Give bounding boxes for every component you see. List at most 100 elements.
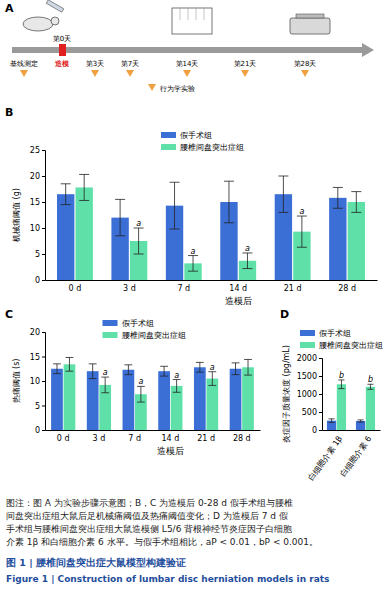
error-bar-stem <box>56 364 57 374</box>
plot-area <box>57 174 365 280</box>
modeling-label: 造模 <box>54 60 70 68</box>
x-tick: 14 d <box>229 280 247 293</box>
series <box>57 176 347 280</box>
bar <box>64 364 76 430</box>
error-bar-stem <box>356 192 357 213</box>
mesh-line <box>204 8 205 20</box>
significance-label: a <box>136 219 141 228</box>
tick-mark <box>42 381 45 382</box>
significance-label: a <box>299 207 304 216</box>
x-tick: 0 d <box>69 280 82 293</box>
legend-swatch <box>161 132 176 138</box>
error-bar-stem <box>105 377 106 393</box>
x-tick: 21 d <box>197 430 215 443</box>
error-bar-cap <box>357 422 363 423</box>
x-tick: 0 d <box>57 430 70 443</box>
error-bar <box>137 386 145 402</box>
plot-area <box>327 380 375 430</box>
y-axis-line <box>319 359 323 431</box>
error-bar-cap <box>208 385 216 386</box>
tick-mark <box>42 228 45 229</box>
plot-area <box>51 357 254 430</box>
error-bar-cap <box>137 402 145 403</box>
bar <box>57 194 74 280</box>
x-tick-label: 白细胞介素 6 <box>339 434 374 478</box>
bar <box>356 421 365 430</box>
y-tick-label: 5 <box>35 402 40 411</box>
error-bar-cap <box>351 191 361 192</box>
significance-label: a <box>138 377 143 386</box>
y-tick: 1500 <box>297 372 322 381</box>
x-tick-label: 21 d <box>284 284 302 293</box>
y-tick-label: 2000 <box>297 354 317 363</box>
legend-swatch <box>103 332 118 338</box>
error-bar-cap <box>328 422 334 423</box>
significance-label: a <box>103 368 108 377</box>
error-bar-cap <box>170 229 180 230</box>
x-tick: 白细胞介素 1β <box>307 430 345 483</box>
error-bar <box>124 365 132 375</box>
error-bar-cap <box>351 212 361 213</box>
error-bar-cap <box>196 372 204 373</box>
behavior-marker <box>301 70 309 77</box>
series <box>64 357 254 430</box>
y-tick-label: 10 <box>30 377 40 386</box>
y-tick: 20 <box>30 328 45 337</box>
mesh-stand-icon <box>172 8 212 34</box>
error-bar-cap <box>66 357 74 358</box>
error-bar <box>351 192 361 213</box>
y-axis-title: 热痛阈值 (s) <box>12 359 21 404</box>
caption-line: 图注：图 A 为实验步骤示意图；B，C 为造模后 0-28 d 假手术组与腰椎 <box>6 498 293 508</box>
error-bar-cap <box>278 176 288 177</box>
legend-swatch <box>300 342 315 348</box>
error-bar-cap <box>160 376 168 377</box>
y-axis: 0510152025 <box>30 146 46 285</box>
behavior-marker <box>241 70 249 77</box>
panel-1: aaaa051015200 d3 d7 d14 d21 d28 d造模后热痛阈值… <box>5 308 261 456</box>
error-bar-cap <box>367 389 373 390</box>
figure: A基线测定第0天第3天第7天第14天第21天第28天造模行为学实验aaaa051… <box>0 0 387 600</box>
hot-plate-top <box>296 14 324 18</box>
error-bar-cap <box>357 419 363 420</box>
bar <box>329 198 346 280</box>
error-bar-cap <box>89 363 97 364</box>
tick-mark <box>319 430 322 431</box>
x-tick: 28 d <box>338 280 356 293</box>
error-bar <box>224 181 234 223</box>
significance-label: b <box>368 375 373 384</box>
error-bar-stem <box>283 176 284 212</box>
error-bar-cap <box>224 222 234 223</box>
y-tick: 25 <box>30 146 45 155</box>
panel-label: A <box>5 2 14 15</box>
day-label: 第7天 <box>121 60 139 68</box>
tick-mark <box>42 406 45 407</box>
legend-label: 假手术组 <box>180 131 212 140</box>
caption-line: 介素 1β 和白细胞介素 6 水平。与假手术组相比，aP < 0.01，bP <… <box>6 537 318 547</box>
bar <box>337 384 346 430</box>
x-tick-label: 28 d <box>338 284 356 293</box>
timeline-arrow <box>362 43 374 57</box>
tick-mark <box>42 332 45 333</box>
error-bar-stem <box>174 182 175 229</box>
x-tick: 7 d <box>177 280 190 293</box>
error-bar-cap <box>333 187 343 188</box>
panel-0: aaaa05101520250 d3 d7 d14 d21 d28 d造模后机械… <box>5 106 378 306</box>
bar <box>242 367 254 430</box>
mesh-line <box>196 8 197 20</box>
x-tick: 28 d <box>233 430 251 443</box>
error-bar-stem <box>193 256 194 272</box>
tick-mark <box>42 150 45 151</box>
y-tick: 0 <box>35 426 45 435</box>
tick-mark <box>42 430 45 431</box>
figure-svg: A基线测定第0天第3天第7天第14天第21天第28天造模行为学实验aaaa051… <box>0 0 387 600</box>
legend: 假手术组腰椎间盘突出症组 <box>161 131 244 152</box>
y-tick: 10 <box>30 377 45 386</box>
caption: 图注：图 A 为实验步骤示意图；B，C 为造模后 0-28 d 假手术组与腰椎间… <box>6 498 329 584</box>
baseline-label: 基线测定 <box>10 60 38 68</box>
error-bar-cap <box>333 208 343 209</box>
x-axis: 0 d3 d7 d14 d21 d28 d <box>46 430 261 443</box>
error-bar-stem <box>164 366 165 376</box>
bar <box>348 202 365 280</box>
x-tick: 3 d <box>123 280 136 293</box>
significance-label: a <box>245 244 250 253</box>
